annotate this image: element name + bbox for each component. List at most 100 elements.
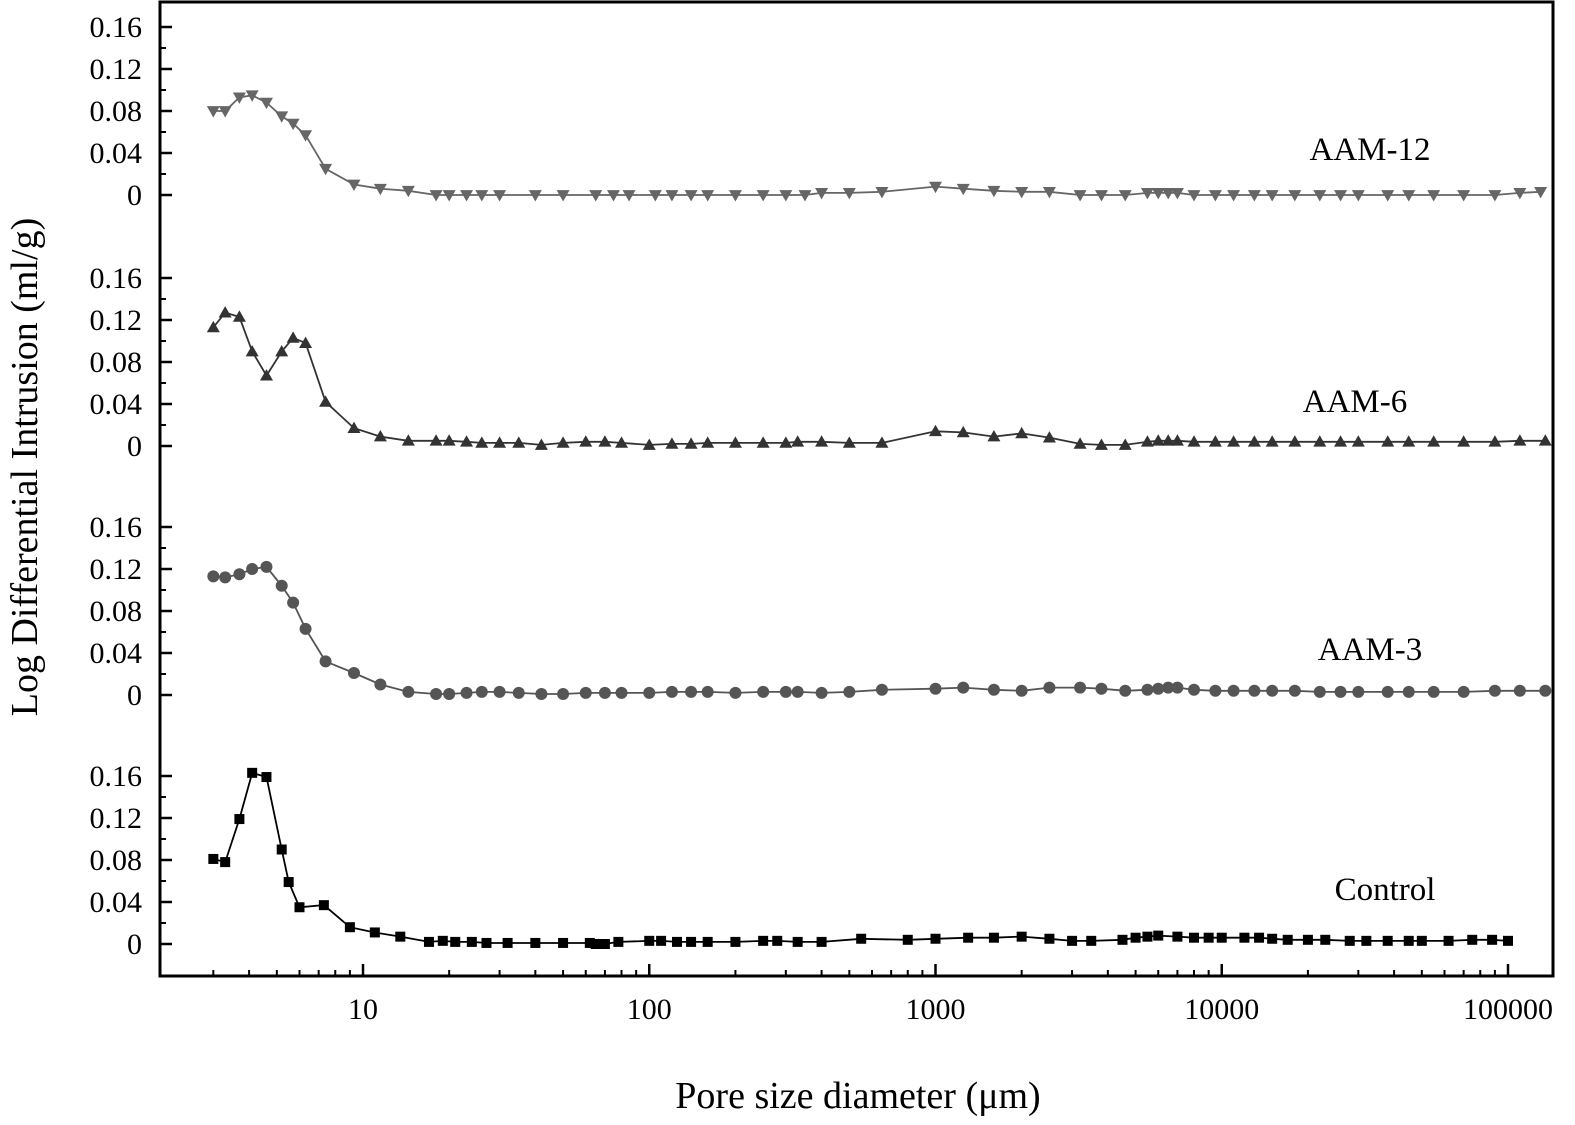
data-point	[450, 936, 461, 947]
data-point	[757, 685, 770, 698]
data-point	[1189, 932, 1200, 943]
data-point	[1074, 681, 1087, 694]
data-point	[929, 682, 942, 695]
data-point	[259, 97, 273, 110]
data-point	[558, 937, 569, 948]
data-point	[1042, 431, 1056, 443]
series-line	[213, 771, 1509, 945]
data-point	[584, 937, 595, 948]
data-point	[1513, 188, 1527, 200]
data-point	[875, 186, 889, 199]
data-point	[665, 190, 679, 202]
data-point	[1248, 684, 1261, 697]
data-point	[702, 936, 713, 947]
data-point	[1171, 681, 1184, 694]
data-point	[1067, 935, 1078, 946]
data-point	[1118, 438, 1132, 450]
data-point	[1402, 190, 1416, 202]
data-point	[1015, 186, 1029, 199]
data-point	[475, 436, 489, 448]
data-point	[665, 685, 678, 698]
data-point	[579, 435, 593, 447]
data-point	[656, 935, 667, 946]
data-point	[319, 395, 333, 407]
y-axis-ticks: 0 0.04 0.08 0.12 0.16 0 0.04 0.08 0.12 0.16 0 0.04 0…	[90, 11, 172, 961]
y-tick-label: 0.04	[90, 886, 143, 919]
data-point	[642, 438, 656, 450]
data-point	[475, 190, 489, 202]
data-point	[1266, 684, 1279, 697]
data-point	[1513, 434, 1527, 446]
x-tick-label: 100000	[1463, 993, 1553, 1026]
data-point	[791, 435, 805, 447]
data-point	[1227, 435, 1241, 447]
data-point	[286, 118, 300, 131]
data-point	[875, 436, 889, 448]
series-aam-3: AAM-3	[207, 560, 1552, 700]
data-point	[791, 685, 804, 698]
data-point	[220, 857, 231, 868]
data-point	[276, 844, 287, 855]
data-point	[1203, 932, 1214, 943]
data-point	[373, 430, 387, 442]
data-point	[1402, 435, 1416, 447]
data-point	[589, 190, 603, 202]
data-point	[1254, 932, 1265, 943]
data-point	[843, 685, 856, 698]
data-point	[779, 436, 793, 448]
data-point	[1141, 683, 1154, 696]
data-point	[1140, 435, 1154, 447]
data-point	[1086, 935, 1097, 946]
data-point	[798, 190, 812, 202]
y-tick-label: 0.12	[90, 553, 143, 586]
data-point	[443, 687, 456, 700]
y-tick-label: 0.04	[90, 388, 143, 421]
data-point	[1457, 685, 1470, 698]
data-point	[1152, 682, 1165, 695]
data-point	[1457, 190, 1471, 202]
data-point	[1216, 932, 1227, 943]
data-point	[1095, 682, 1108, 695]
x-tick-label: 100	[627, 993, 672, 1026]
data-point	[644, 935, 655, 946]
data-point	[606, 190, 620, 202]
data-point	[401, 185, 415, 198]
data-point	[1118, 190, 1132, 202]
data-point	[902, 934, 913, 945]
y-tick-label: 0.08	[90, 844, 143, 877]
data-point	[1427, 685, 1440, 698]
data-point	[1334, 685, 1347, 698]
data-point	[1153, 930, 1164, 941]
data-point	[598, 435, 612, 447]
data-point	[502, 937, 513, 948]
data-point	[1015, 426, 1029, 439]
data-point	[1288, 684, 1301, 697]
data-point	[1427, 190, 1441, 202]
data-point	[535, 687, 548, 700]
data-point	[442, 434, 456, 446]
data-point	[557, 687, 570, 700]
data-point	[401, 434, 415, 446]
data-point	[534, 438, 548, 450]
data-point	[1239, 932, 1250, 943]
data-point	[1188, 683, 1201, 696]
data-point	[1151, 434, 1165, 446]
data-point	[1015, 684, 1028, 697]
data-point	[758, 935, 769, 946]
data-point	[756, 436, 770, 448]
data-point	[1042, 186, 1056, 199]
y-tick-label: 0	[127, 430, 142, 463]
data-point	[246, 563, 259, 575]
data-point	[423, 936, 434, 947]
x-tick-label: 10000	[1184, 993, 1259, 1026]
data-point	[1302, 934, 1313, 945]
data-point	[261, 772, 272, 783]
data-point	[347, 179, 361, 191]
data-point	[1044, 933, 1055, 944]
data-point	[259, 369, 273, 381]
series-aam-12: AAM-12	[206, 90, 1548, 202]
data-point	[816, 936, 827, 947]
data-point	[556, 190, 570, 202]
data-point	[1161, 434, 1175, 446]
